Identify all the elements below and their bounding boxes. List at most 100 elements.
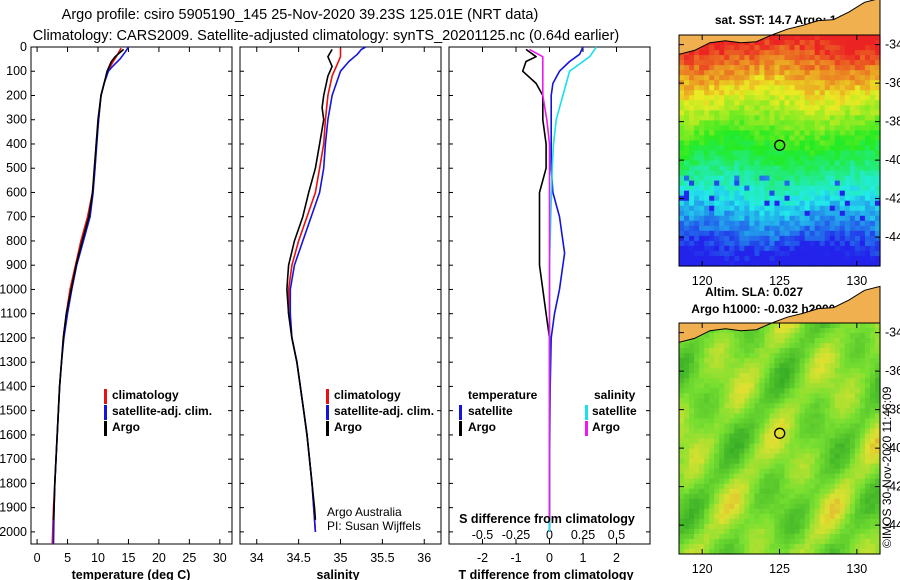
map-cell (839, 323, 846, 329)
map-cell (794, 175, 801, 182)
map-cell (819, 513, 826, 520)
map-cell (784, 120, 791, 126)
map-cell (684, 145, 690, 152)
map-cell (799, 373, 806, 379)
map-cell (804, 473, 811, 480)
map-cell (744, 533, 750, 540)
map-cell (794, 145, 801, 152)
map-cell (799, 448, 806, 455)
map-cell (714, 40, 720, 46)
map-cell (769, 338, 776, 344)
map-cell (774, 110, 781, 116)
map-cell (844, 115, 851, 121)
map-cell (794, 205, 801, 212)
map-cell (869, 443, 876, 450)
map-cell (789, 145, 796, 152)
map-cell (839, 388, 846, 394)
map-cell (769, 110, 776, 116)
map-cell (699, 338, 705, 344)
map-cell (814, 478, 821, 485)
map-cell (829, 65, 836, 71)
map-cell (684, 85, 690, 91)
map-cell (814, 155, 821, 162)
map-cell (784, 533, 791, 540)
map-cell (824, 140, 831, 147)
map-cell (829, 205, 836, 212)
map-cell (789, 260, 796, 267)
map-cell (864, 403, 871, 409)
map-cell (679, 523, 685, 530)
map-cell (749, 250, 755, 257)
map-cell (679, 145, 685, 152)
map-cell (774, 413, 781, 420)
map-cell (709, 75, 715, 81)
map-cell (769, 498, 776, 505)
map-cell (854, 110, 861, 116)
map-cell (754, 478, 761, 485)
map-cell (819, 393, 826, 399)
map-cell (864, 90, 871, 96)
map-cell (819, 353, 826, 359)
map-cell (689, 235, 695, 242)
map-cell (764, 438, 771, 445)
map-cell (774, 160, 781, 167)
map-cell (824, 503, 831, 510)
map-cell (839, 145, 846, 152)
map-cell (854, 533, 861, 540)
map-cell (689, 453, 695, 460)
map-cell (794, 50, 801, 56)
map-cell (764, 548, 771, 555)
map-cell (719, 353, 725, 359)
map-cell (734, 328, 740, 334)
map-cell (724, 473, 730, 480)
map-cell (679, 235, 685, 242)
map-cell (744, 333, 750, 339)
map-cell (764, 358, 771, 364)
map-cell (794, 110, 801, 116)
map-cell (784, 220, 791, 227)
map-cell (844, 50, 851, 56)
sst-map-panel: sat. SST: 14.7 Argo: 14.1 -34-36-38-40-4… (678, 0, 900, 288)
map-cell (709, 200, 715, 207)
map-cell (739, 348, 745, 354)
map-cell (799, 130, 806, 137)
map-cell (814, 60, 821, 66)
map-cell (749, 140, 755, 147)
map-cell (699, 200, 705, 207)
map-cell (759, 225, 766, 232)
map-cell (709, 388, 715, 394)
map-cell (869, 100, 876, 106)
map-cell (824, 538, 831, 545)
map-cell (729, 80, 735, 86)
map-cell (839, 180, 846, 187)
map-cell (704, 443, 710, 450)
map-cell (689, 255, 695, 262)
map-cell (839, 160, 846, 167)
map-cell (764, 140, 771, 147)
map-cell (834, 70, 841, 76)
map-cell (774, 488, 781, 495)
map-cell (694, 423, 700, 430)
map-cell (814, 538, 821, 545)
map-cell (874, 418, 881, 425)
map-cell (799, 508, 806, 515)
map-cell (784, 473, 791, 480)
map-cell (829, 443, 836, 450)
map-cell (714, 358, 720, 364)
legend-swatch-argo (104, 421, 107, 436)
map-cell (819, 473, 826, 480)
map-cell (839, 125, 846, 132)
map-cell (694, 110, 700, 116)
map-cell (869, 333, 876, 339)
map-cell (834, 160, 841, 167)
map-cell (774, 338, 781, 344)
map-cell (834, 155, 841, 162)
map-cell (869, 55, 876, 61)
map-cell (869, 483, 876, 490)
map-cell (819, 343, 826, 349)
map-cell (749, 80, 755, 86)
map-cell (844, 428, 851, 435)
map-cell (799, 538, 806, 545)
map-cell (719, 165, 725, 172)
depth-tick-label: 1400 (0, 379, 27, 393)
